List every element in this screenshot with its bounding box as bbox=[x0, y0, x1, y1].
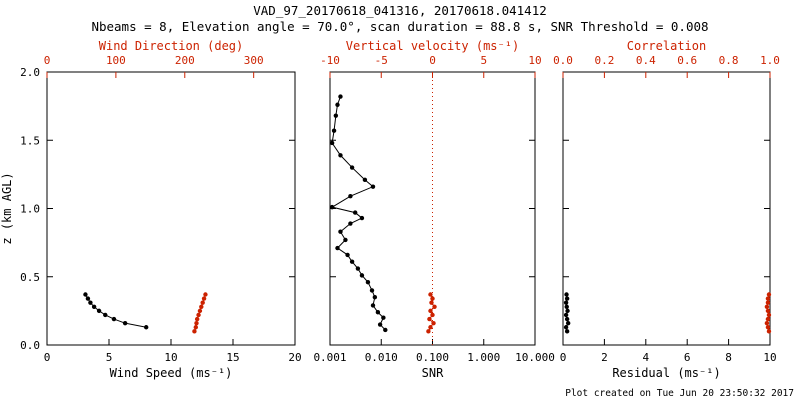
y-axis: 0.0 0.5 1.0 1.5 2.0 z (km AGL) bbox=[0, 66, 295, 352]
y-axis bbox=[563, 71, 770, 346]
snr-vertical-velocity-panel: 0.001 0.010 0.100 1.000 10.000 SNR -10 -5 0 5 10 Ve… bbox=[313, 39, 554, 380]
tick-label: 0 bbox=[429, 54, 436, 67]
x-axis-title: Wind Speed (ms⁻¹) bbox=[110, 366, 233, 380]
tick-label: 15 bbox=[226, 351, 239, 364]
tick-label: 0.100 bbox=[416, 351, 449, 364]
tick-label: 0.010 bbox=[365, 351, 398, 364]
tick-label: 5 bbox=[106, 351, 113, 364]
series-snr bbox=[329, 94, 388, 333]
residual-correlation-panel: 0 2 4 6 8 10 Residual (ms⁻¹) 0.0 0.2 0.4 0.6 0.8 1.0… bbox=[553, 39, 780, 380]
x-axis-title: Vertical velocity (ms⁻¹) bbox=[346, 39, 519, 53]
tick-label: 0.0 bbox=[20, 339, 40, 352]
series-correlation bbox=[764, 292, 772, 334]
plot-created-timestamp: Plot created on Tue Jun 20 23:50:32 2017 bbox=[565, 388, 794, 399]
tick-label: 0.0 bbox=[553, 54, 573, 67]
tick-label: -5 bbox=[375, 54, 388, 67]
bottom-axis: 0 2 4 6 8 10 Residual (ms⁻¹) bbox=[560, 339, 777, 380]
x-axis-title: Wind Direction (deg) bbox=[99, 39, 244, 53]
bottom-axis: 0 5 10 15 20 Wind Speed (ms⁻¹) bbox=[44, 339, 302, 380]
tick-label: 1.5 bbox=[20, 134, 40, 147]
y-axis-title: z (km AGL) bbox=[0, 172, 14, 244]
series-wind-direction bbox=[192, 292, 208, 334]
tick-label: 2 bbox=[601, 351, 608, 364]
x-axis-title: Residual (ms⁻¹) bbox=[612, 366, 720, 380]
tick-label: 200 bbox=[175, 54, 195, 67]
tick-label: 0.5 bbox=[20, 271, 40, 284]
plot-frame bbox=[46, 71, 296, 346]
tick-label: 6 bbox=[684, 351, 691, 364]
tick-label: 5 bbox=[480, 54, 487, 67]
plot-subtitle: Nbeams = 8, Elevation angle = 70.0°, sca… bbox=[91, 19, 709, 34]
tick-label: 1.0 bbox=[760, 54, 780, 67]
plot-frame bbox=[562, 71, 771, 346]
tick-label: 0.4 bbox=[636, 54, 656, 67]
tick-label: 10 bbox=[164, 351, 177, 364]
tick-label: 100 bbox=[106, 54, 126, 67]
series-wind-speed bbox=[83, 292, 149, 330]
tick-label: 0.001 bbox=[313, 351, 346, 364]
tick-label: 8 bbox=[725, 351, 732, 364]
y-axis bbox=[330, 71, 535, 346]
tick-label: 0 bbox=[44, 351, 51, 364]
bottom-axis: 0.001 0.010 0.100 1.000 10.000 SNR bbox=[313, 339, 555, 380]
tick-label: 20 bbox=[288, 351, 301, 364]
tick-label: 0.8 bbox=[719, 54, 739, 67]
tick-label: 1.000 bbox=[467, 351, 500, 364]
tick-label: 10 bbox=[528, 54, 541, 67]
tick-label: 0 bbox=[44, 54, 51, 67]
wind-speed-direction-panel: 0.0 0.5 1.0 1.5 2.0 z (km AGL) 0 5 10 15 20 Wind Sp… bbox=[0, 39, 302, 380]
plot-title: VAD_97_20170618_041316, 20170618.041412 bbox=[253, 3, 547, 18]
x-axis-title: Correlation bbox=[627, 39, 706, 53]
tick-label: 2.0 bbox=[20, 66, 40, 79]
x-axis-title: SNR bbox=[422, 366, 444, 380]
tick-label: 0.6 bbox=[677, 54, 697, 67]
tick-label: 10 bbox=[763, 351, 776, 364]
series-residual bbox=[563, 292, 571, 334]
tick-label: -10 bbox=[320, 54, 340, 67]
top-axis: 0.0 0.2 0.4 0.6 0.8 1.0 Correlation bbox=[553, 39, 780, 78]
tick-label: 10.000 bbox=[515, 351, 555, 364]
tick-label: 0.2 bbox=[594, 54, 614, 67]
tick-label: 4 bbox=[642, 351, 649, 364]
tick-label: 300 bbox=[244, 54, 264, 67]
series-vertical-velocity bbox=[426, 292, 437, 334]
top-axis: -10 -5 0 5 10 Vertical velocity (ms⁻¹) bbox=[320, 39, 542, 78]
tick-label: 1.0 bbox=[20, 203, 40, 216]
tick-label: 0 bbox=[560, 351, 567, 364]
